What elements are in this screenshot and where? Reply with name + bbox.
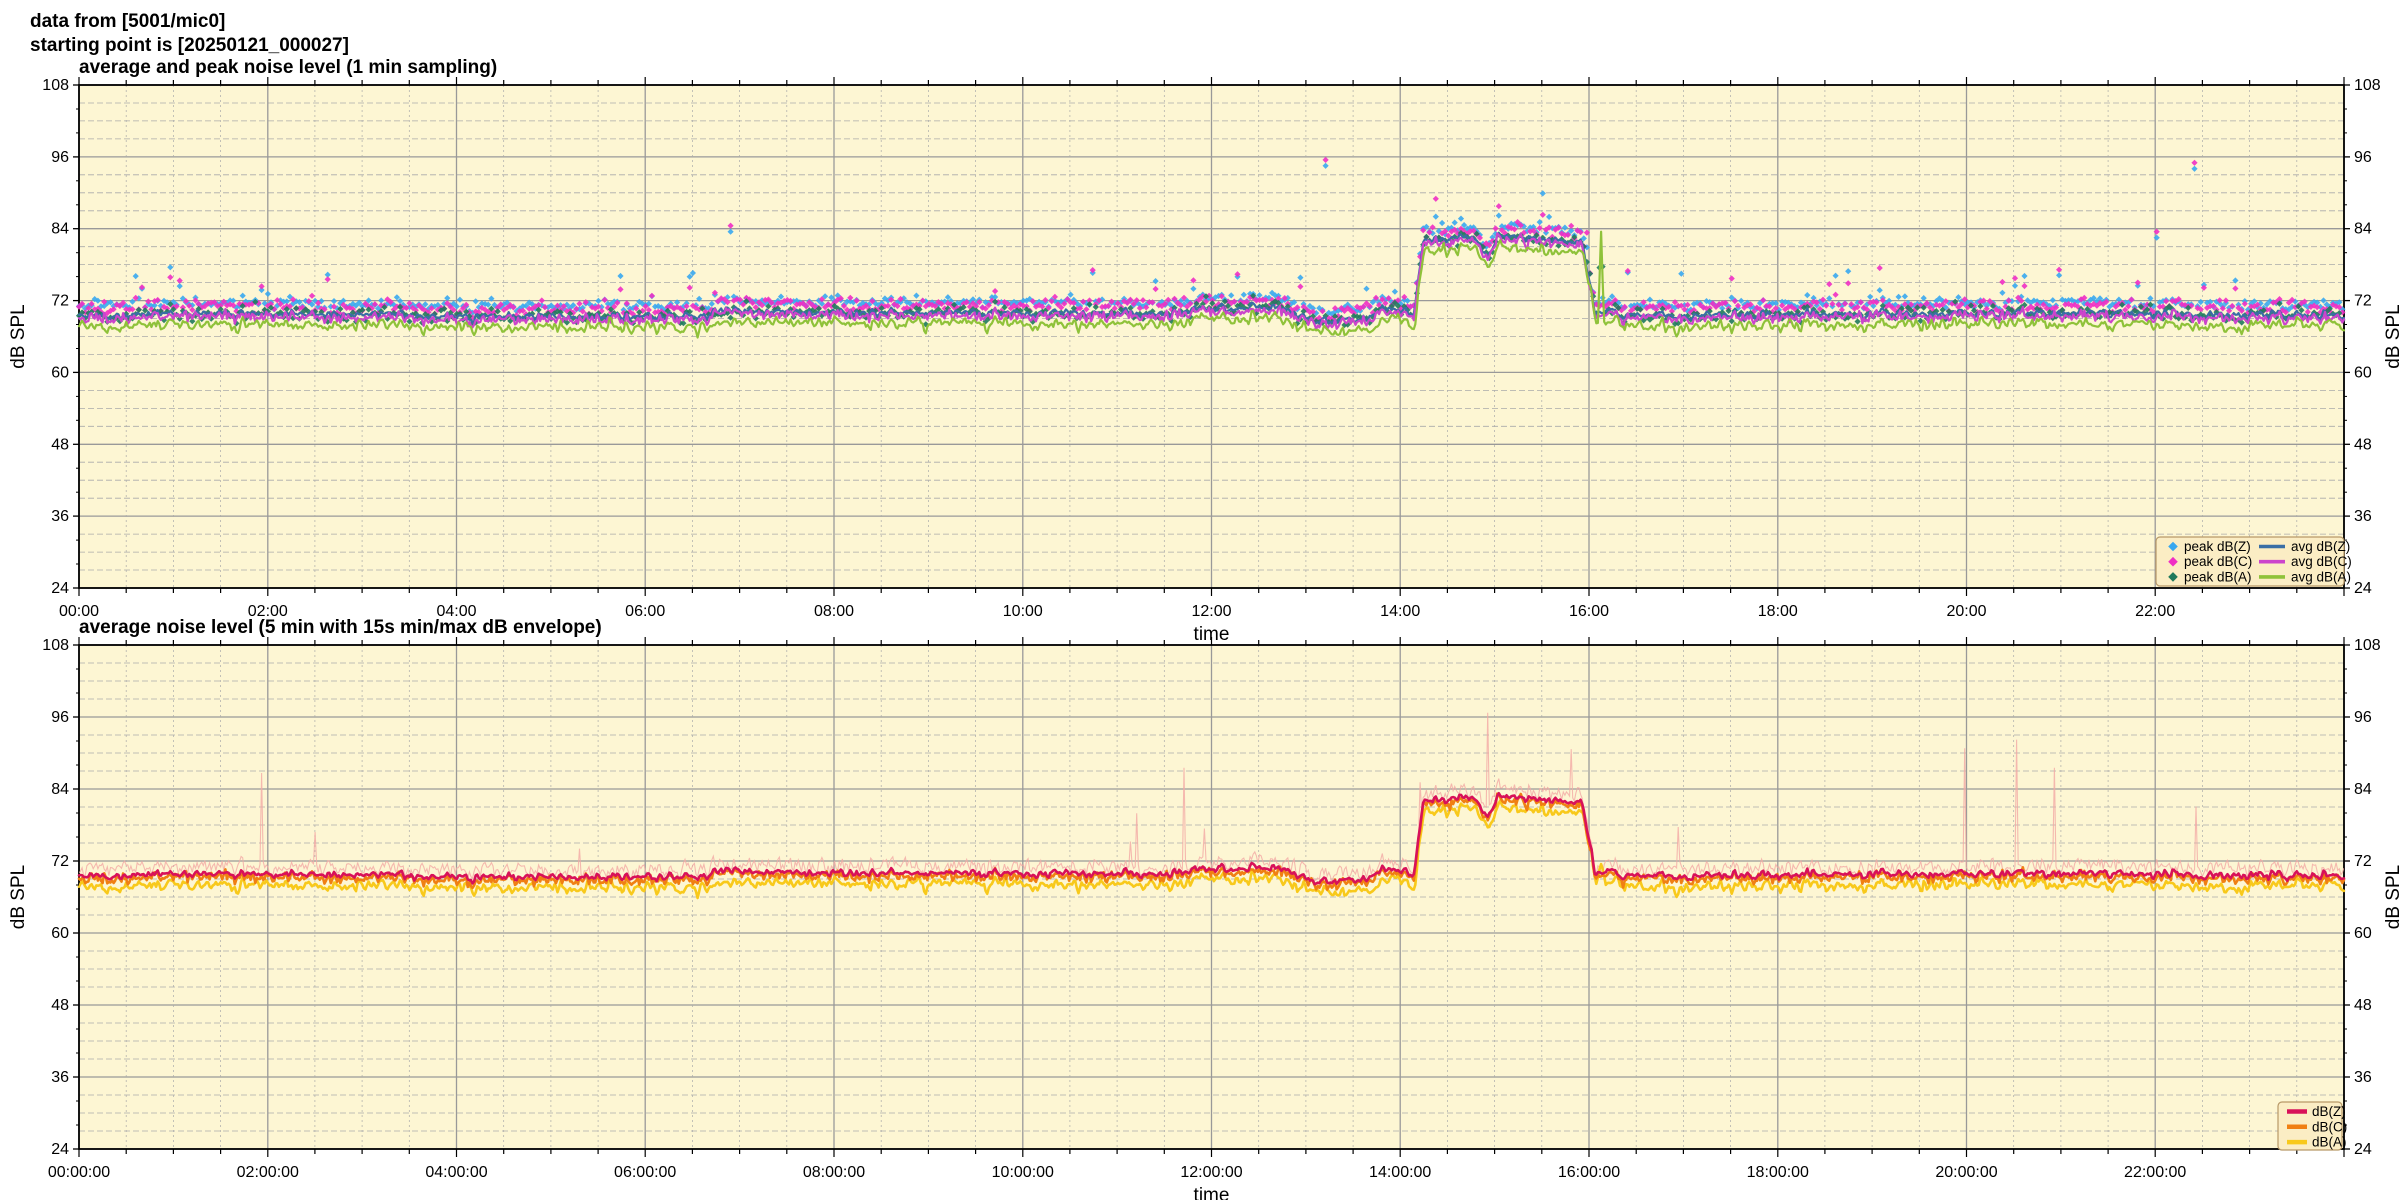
svg-text:08:00: 08:00 [814,603,854,620]
svg-text:average and peak noise level (: average and peak noise level (1 min samp… [79,57,497,78]
svg-text:12:00:00: 12:00:00 [1180,1164,1242,1181]
svg-text:08:00:00: 08:00:00 [803,1164,865,1181]
svg-text:72: 72 [2354,293,2372,310]
svg-text:06:00: 06:00 [625,603,665,620]
svg-text:avg dB(A): avg dB(A) [2291,569,2351,584]
svg-text:48: 48 [2354,436,2372,453]
svg-text:peak dB(A): peak dB(A) [2184,569,2252,584]
svg-text:96: 96 [51,149,69,166]
svg-text:time: time [1194,624,1230,645]
svg-text:average noise level (5 min wit: average noise level (5 min with 15s min/… [79,617,602,638]
svg-text:24: 24 [51,1141,69,1158]
svg-text:96: 96 [51,709,69,726]
svg-text:18:00:00: 18:00:00 [1747,1164,1809,1181]
svg-text:72: 72 [51,293,69,310]
svg-text:avg dB(C): avg dB(C) [2291,554,2352,569]
svg-text:20:00: 20:00 [1946,603,1986,620]
svg-text:dB SPL: dB SPL [2383,865,2400,929]
svg-text:48: 48 [2354,997,2372,1014]
svg-text:60: 60 [2354,364,2372,381]
svg-text:48: 48 [51,436,69,453]
svg-text:36: 36 [2354,508,2372,525]
svg-text:12:00: 12:00 [1191,603,1231,620]
svg-text:dB SPL: dB SPL [8,865,29,929]
svg-text:108: 108 [2354,77,2381,94]
svg-text:60: 60 [51,925,69,942]
svg-text:22:00: 22:00 [2135,603,2175,620]
svg-text:avg dB(Z): avg dB(Z) [2291,539,2350,554]
svg-text:96: 96 [2354,709,2372,726]
svg-text:48: 48 [51,997,69,1014]
svg-text:14:00: 14:00 [1380,603,1420,620]
svg-text:24: 24 [2354,580,2372,597]
svg-text:72: 72 [2354,853,2372,870]
svg-text:84: 84 [2354,221,2372,238]
svg-text:24: 24 [2354,1141,2372,1158]
svg-text:84: 84 [51,221,69,238]
svg-text:dB SPL: dB SPL [2383,304,2400,368]
svg-text:16:00: 16:00 [1569,603,1609,620]
svg-text:36: 36 [2354,1069,2372,1086]
svg-text:36: 36 [51,508,69,525]
svg-text:36: 36 [51,1069,69,1086]
svg-text:60: 60 [51,364,69,381]
svg-text:time: time [1194,1185,1230,1200]
svg-text:16:00:00: 16:00:00 [1558,1164,1620,1181]
svg-text:10:00: 10:00 [1003,603,1043,620]
svg-text:dB(Z): dB(Z) [2312,1104,2346,1119]
svg-text:24: 24 [51,580,69,597]
svg-text:84: 84 [51,781,69,798]
svg-text:72: 72 [51,853,69,870]
svg-text:04:00:00: 04:00:00 [425,1164,487,1181]
svg-text:96: 96 [2354,149,2372,166]
svg-text:108: 108 [42,77,69,94]
svg-text:dB(A): dB(A) [2312,1135,2347,1150]
svg-text:60: 60 [2354,925,2372,942]
svg-text:06:00:00: 06:00:00 [614,1164,676,1181]
svg-text:108: 108 [42,637,69,654]
svg-text:dB SPL: dB SPL [8,304,29,368]
svg-text:20:00:00: 20:00:00 [1935,1164,1997,1181]
svg-text:00:00:00: 00:00:00 [48,1164,110,1181]
svg-text:02:00:00: 02:00:00 [237,1164,299,1181]
svg-text:peak dB(Z): peak dB(Z) [2184,539,2251,554]
svg-text:14:00:00: 14:00:00 [1369,1164,1431,1181]
svg-text:18:00: 18:00 [1758,603,1798,620]
svg-text:108: 108 [2354,637,2381,654]
svg-text:peak dB(C): peak dB(C) [2184,554,2252,569]
svg-text:22:00:00: 22:00:00 [2124,1164,2186,1181]
svg-text:dB(C): dB(C) [2312,1119,2347,1134]
svg-text:10:00:00: 10:00:00 [992,1164,1054,1181]
svg-text:84: 84 [2354,781,2372,798]
